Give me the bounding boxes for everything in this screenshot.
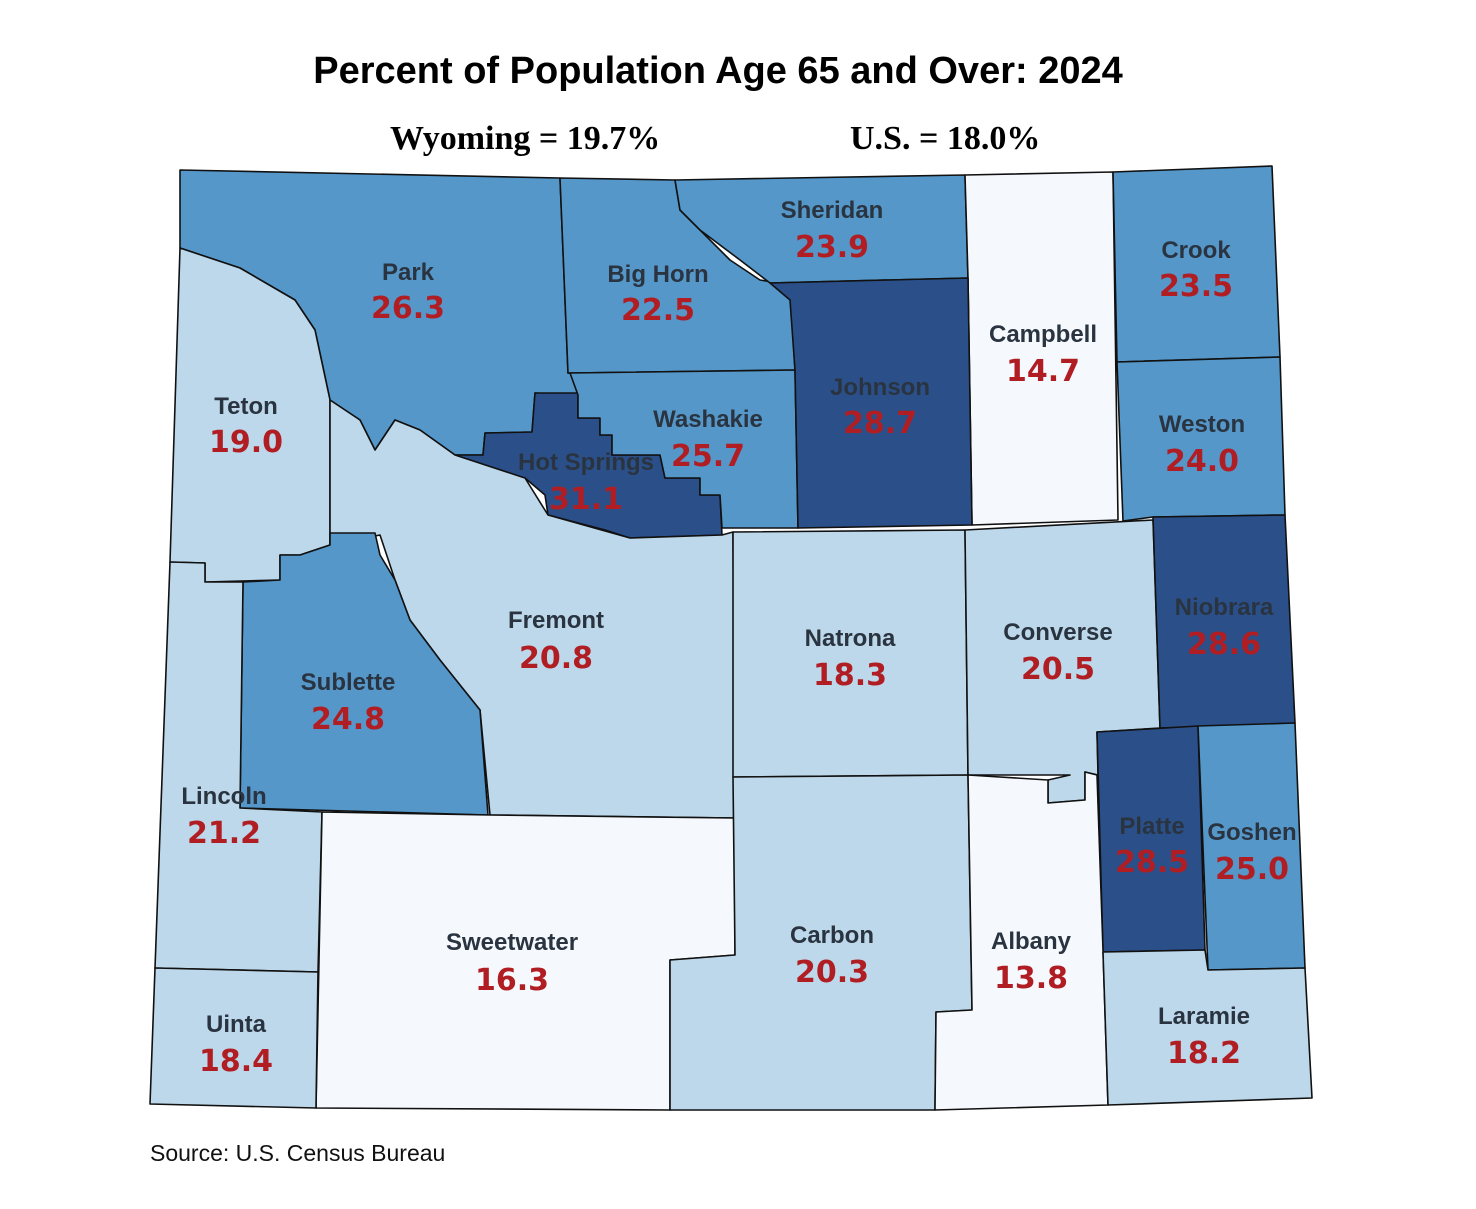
county-name-lincoln: Lincoln bbox=[181, 783, 266, 810]
county-value-lincoln: 21.2 bbox=[187, 816, 261, 851]
county-albany bbox=[934, 771, 1109, 1111]
county-value-campbell: 14.7 bbox=[1006, 354, 1080, 389]
county-name-crook: Crook bbox=[1161, 237, 1231, 264]
county-value-sheridan: 23.9 bbox=[795, 230, 869, 265]
county-value-teton: 19.0 bbox=[209, 425, 283, 460]
county-value-big-horn: 22.5 bbox=[621, 293, 695, 328]
source-note: Source: U.S. Census Bureau bbox=[150, 1140, 446, 1166]
county-value-niobrara: 28.6 bbox=[1187, 627, 1261, 662]
county-name-weston: Weston bbox=[1159, 411, 1245, 438]
county-value-natrona: 18.3 bbox=[813, 658, 887, 693]
county-name-uinta: Uinta bbox=[206, 1011, 267, 1038]
county-name-washakie: Washakie bbox=[653, 406, 763, 433]
county-value-platte: 28.5 bbox=[1115, 845, 1189, 880]
county-value-sweetwater: 16.3 bbox=[475, 963, 549, 998]
county-name-niobrara: Niobrara bbox=[1175, 594, 1274, 621]
county-name-laramie: Laramie bbox=[1158, 1003, 1250, 1030]
county-value-carbon: 20.3 bbox=[795, 955, 869, 990]
county-name-big-horn: Big Horn bbox=[607, 261, 708, 288]
county-name-hot-springs: Hot Springs bbox=[518, 449, 654, 476]
county-value-laramie: 18.2 bbox=[1167, 1036, 1241, 1071]
county-laramie bbox=[1102, 949, 1313, 1106]
county-name-albany: Albany bbox=[991, 928, 1072, 955]
county-value-weston: 24.0 bbox=[1165, 444, 1239, 479]
county-value-albany: 13.8 bbox=[994, 961, 1068, 996]
county-name-carbon: Carbon bbox=[790, 922, 874, 949]
county-name-teton: Teton bbox=[214, 393, 278, 420]
county-name-converse: Converse bbox=[1003, 619, 1112, 646]
county-johnson bbox=[769, 277, 973, 529]
county-name-goshen: Goshen bbox=[1207, 819, 1296, 846]
county-value-converse: 20.5 bbox=[1021, 652, 1095, 687]
county-value-park: 26.3 bbox=[371, 291, 445, 326]
county-name-natrona: Natrona bbox=[805, 625, 896, 652]
county-weston bbox=[1116, 356, 1286, 522]
county-crook bbox=[1112, 165, 1281, 363]
county-washakie bbox=[569, 369, 799, 529]
county-value-washakie: 25.7 bbox=[671, 439, 745, 474]
county-value-fremont: 20.8 bbox=[519, 641, 593, 676]
county-campbell bbox=[964, 171, 1119, 526]
county-value-crook: 23.5 bbox=[1159, 269, 1233, 304]
county-goshen bbox=[1197, 722, 1306, 971]
county-value-sublette: 24.8 bbox=[311, 702, 385, 737]
county-natrona bbox=[732, 529, 969, 778]
map-title: Percent of Population Age 65 and Over: 2… bbox=[313, 50, 1123, 92]
county-name-sublette: Sublette bbox=[301, 669, 396, 696]
county-name-johnson: Johnson bbox=[830, 374, 930, 401]
county-value-uinta: 18.4 bbox=[199, 1044, 273, 1079]
wyoming-stat: Wyoming = 19.7% bbox=[390, 120, 661, 157]
county-uinta bbox=[149, 967, 319, 1109]
county-value-goshen: 25.0 bbox=[1215, 852, 1289, 887]
county-niobrara bbox=[1152, 514, 1296, 729]
county-name-park: Park bbox=[382, 259, 435, 286]
county-value-johnson: 28.7 bbox=[843, 406, 917, 441]
county-value-hot-springs: 31.1 bbox=[549, 482, 623, 517]
county-name-platte: Platte bbox=[1119, 813, 1184, 840]
county-name-campbell: Campbell bbox=[989, 321, 1097, 348]
us-stat: U.S. = 18.0% bbox=[850, 120, 1041, 157]
county-name-sheridan: Sheridan bbox=[781, 197, 884, 224]
county-name-sweetwater: Sweetwater bbox=[446, 929, 578, 956]
county-name-fremont: Fremont bbox=[508, 607, 604, 634]
